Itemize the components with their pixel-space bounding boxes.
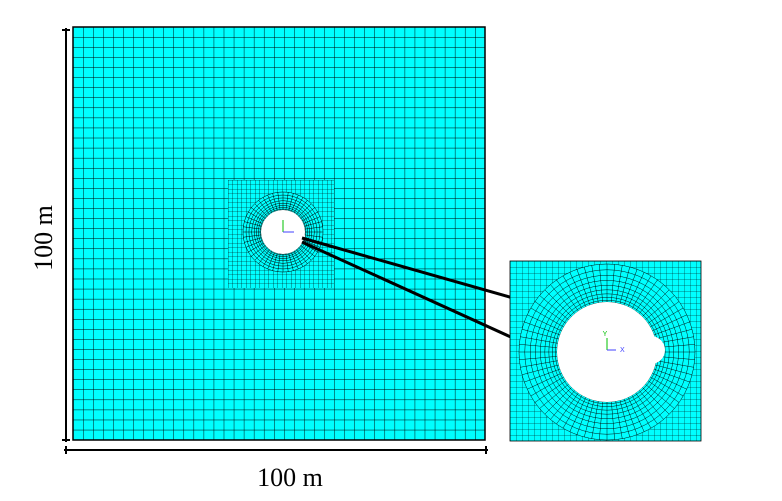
mesh-line [251, 200, 315, 264]
mesh-line [562, 275, 583, 309]
mesh-line [548, 293, 666, 411]
mesh-line [248, 197, 318, 267]
mesh-line [256, 205, 310, 259]
mesh-line [562, 395, 583, 429]
mesh-line [642, 289, 670, 317]
mesh-line [635, 279, 658, 312]
mesh-line [535, 280, 679, 424]
mesh-line [527, 314, 562, 332]
main-axes [282, 220, 294, 233]
mesh-line [638, 390, 664, 420]
inset-y-label: Y [603, 331, 608, 338]
mesh-line [245, 194, 321, 270]
mesh-line [619, 400, 630, 438]
mesh-line [569, 272, 587, 307]
mesh-line [539, 295, 569, 321]
mesh-line [656, 360, 694, 368]
mesh-line [518, 263, 696, 441]
mesh-line [258, 207, 308, 257]
mesh-line [569, 397, 587, 432]
inset-frame [509, 260, 702, 442]
mesh-line [576, 398, 591, 435]
mesh-line [627, 397, 645, 432]
mesh-line [645, 295, 675, 321]
mesh-line [550, 390, 576, 420]
mesh-line [521, 364, 559, 375]
mesh-line [584, 400, 595, 438]
mesh-line [530, 376, 564, 397]
mesh-line [653, 368, 690, 383]
mesh-line [611, 401, 615, 440]
mesh-line [655, 364, 693, 375]
inset [510, 261, 701, 441]
mesh-line [615, 401, 623, 439]
vertical-dimension-label: 100 m [29, 205, 58, 271]
mesh-line [655, 329, 693, 340]
mesh-line [627, 272, 645, 307]
mesh-line [650, 376, 684, 397]
mesh-line [645, 383, 675, 409]
mesh-line [647, 380, 680, 403]
mesh-line [599, 264, 603, 303]
mesh-line [576, 269, 591, 306]
inset-x-label: X [620, 347, 625, 354]
leader-line [301, 240, 514, 340]
mesh-line [520, 360, 558, 368]
mesh-line [650, 307, 684, 328]
mesh-line [556, 279, 579, 312]
mesh-line [544, 289, 670, 415]
mesh-line [652, 314, 687, 332]
mesh-line [638, 284, 664, 314]
mesh-line [550, 284, 576, 314]
mesh-line [544, 387, 572, 415]
mesh-line [524, 269, 690, 435]
mesh-line [534, 301, 567, 324]
mesh-line [534, 380, 567, 403]
mesh-line [642, 387, 670, 415]
mesh-line [259, 208, 307, 256]
mesh-line [253, 202, 313, 262]
mesh-line [631, 395, 652, 429]
mesh-line [611, 264, 615, 303]
mesh-line [591, 401, 599, 439]
mesh-line [631, 275, 652, 309]
mesh-line [521, 329, 559, 340]
vertical-dimension [62, 28, 70, 442]
mesh-line [544, 289, 572, 317]
mesh-line [539, 383, 569, 409]
mesh-line [647, 301, 680, 324]
inset-hole-bump [637, 336, 665, 364]
inset-hole [557, 302, 657, 402]
mesh-line [556, 392, 579, 425]
horizontal-dimension [64, 446, 488, 454]
mesh-line [242, 191, 324, 273]
mesh-line [599, 401, 603, 440]
mesh-line [623, 398, 638, 435]
mesh-line [615, 265, 623, 303]
mesh-line [527, 372, 562, 390]
mesh-line [519, 344, 558, 348]
mesh-line [653, 321, 690, 336]
horizontal-dimension-label: 100 m [257, 463, 323, 492]
mesh-line [652, 372, 687, 390]
mesh-line [519, 356, 558, 360]
mesh-line [524, 321, 561, 336]
mesh-line [584, 266, 595, 304]
mesh-line [619, 266, 630, 304]
mesh-line [524, 368, 561, 383]
mesh-line [540, 285, 674, 419]
inset-axes [606, 338, 616, 351]
leader-line [301, 236, 514, 300]
mesh-line [530, 307, 564, 328]
mesh-line [635, 392, 658, 425]
mesh-line [530, 275, 684, 429]
mesh-line [591, 265, 599, 303]
mesh-line [520, 336, 558, 344]
mesh-line [623, 269, 638, 306]
